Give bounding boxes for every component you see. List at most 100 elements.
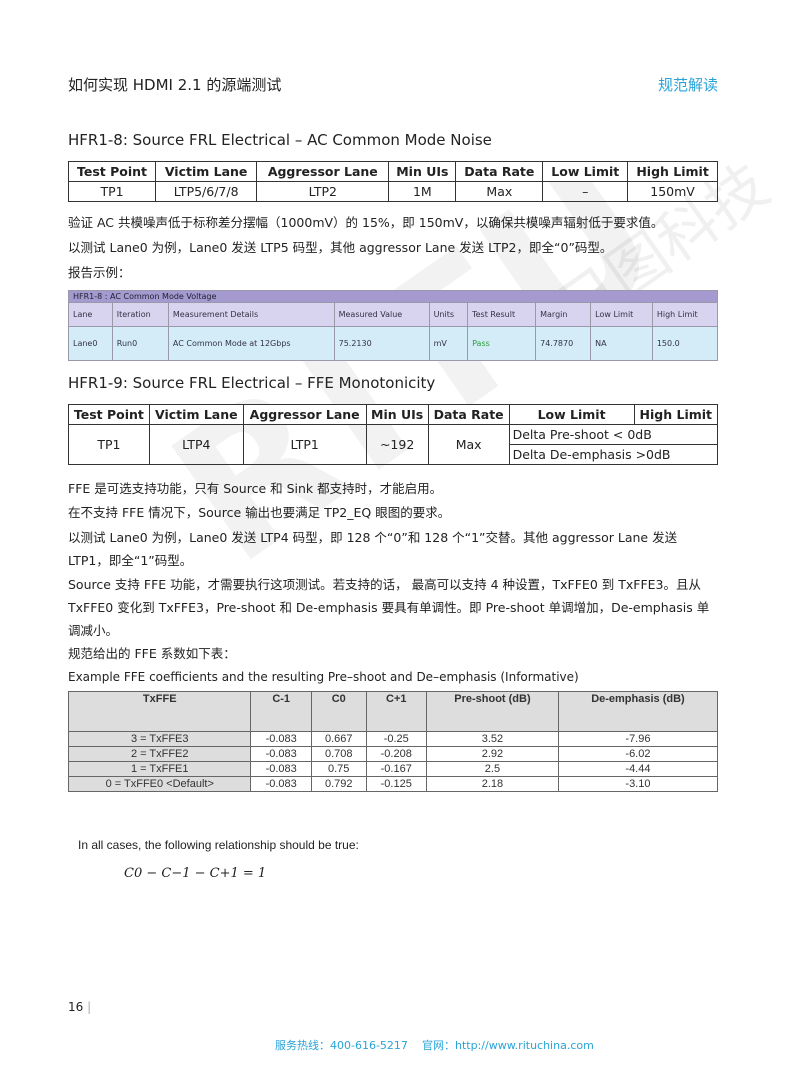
ffe-cell: 3.52 bbox=[425, 731, 559, 747]
report-cell: 74.7870 bbox=[535, 326, 592, 361]
report-column-header: Margin bbox=[535, 302, 592, 327]
footer-website[interactable]: 官网：http://www.rituchina.com bbox=[422, 1039, 594, 1052]
table-cell: ~192 bbox=[365, 424, 429, 465]
report-column-header: Low Limit bbox=[590, 302, 653, 327]
footer-hotline: 服务热线：400-616-5217 bbox=[275, 1039, 408, 1052]
column-header: Aggressor Lane bbox=[242, 404, 367, 425]
hfr19-para-5: 规范给出的 FFE 系数如下表： bbox=[68, 646, 236, 661]
table-row: 2 = TxFFE2 -0.083 0.708 -0.208 2.92 -6.02 bbox=[67, 746, 719, 762]
report-title: HFR1-8 : AC Common Mode Voltage bbox=[68, 290, 718, 303]
ffe-column-header: C+1 bbox=[365, 691, 427, 732]
ffe-cell: 2.92 bbox=[425, 746, 559, 762]
ffe-cell: -0.25 bbox=[365, 731, 427, 747]
report-column-header: Lane bbox=[68, 302, 113, 327]
ffe-cell: 0.708 bbox=[310, 746, 367, 762]
ffe-cell: -0.167 bbox=[365, 761, 427, 777]
report-cell: Run0 bbox=[111, 326, 169, 361]
column-header: High Limit bbox=[633, 404, 719, 425]
report-cell: NA bbox=[590, 326, 653, 361]
hfr18-para-3: 报告示例： bbox=[68, 265, 131, 280]
column-header: Data Rate bbox=[455, 161, 544, 182]
table-cell: 1M bbox=[388, 181, 457, 202]
ffe-column-header: Pre-shoot (dB) bbox=[425, 691, 559, 732]
hfr19-para-3: 以测试 Lane0 为例，Lane0 发送 LTP4 码型，即 128 个“0”… bbox=[68, 530, 678, 568]
table-cell: LTP1 bbox=[242, 424, 367, 465]
hfr18-spec-table: Test Point Victim Lane Aggressor Lane Min U… bbox=[67, 161, 718, 202]
column-header: Min UIs bbox=[388, 161, 457, 182]
hfr18-para-1: 验证 AC 共模噪声低于标称差分摆幅（1000mV）的 15%，即 150mV，… bbox=[68, 215, 664, 230]
section-label: 规范解读 bbox=[657, 76, 718, 94]
hfr19-para-2: 在不支持 FFE 情况下，Source 输出也要满足 TP2_EQ 眼图的要求。 bbox=[68, 505, 451, 520]
report-column-header: Test Result bbox=[467, 302, 537, 327]
table-row: 0 = TxFFE0 <Default> -0.083 0.792 -0.125 2.1… bbox=[67, 776, 719, 792]
ffe-cell: 2.18 bbox=[425, 776, 559, 792]
table-cell: Max bbox=[455, 181, 544, 202]
ffe-cell: 3 = TxFFE3 bbox=[67, 731, 252, 747]
ffe-cell: -0.083 bbox=[250, 746, 312, 762]
report-cell: Lane0 bbox=[68, 326, 113, 361]
ffe-cell: -0.208 bbox=[365, 746, 427, 762]
column-header: Low Limit bbox=[542, 161, 629, 182]
ffe-cell: 0.667 bbox=[310, 731, 367, 747]
table-cell: 150mV bbox=[627, 181, 718, 202]
ffe-coefficient-table: TxFFE C-1 C0 C+1 Pre-shoot (dB) De-emphasis (… bbox=[67, 691, 719, 792]
ffe-caption: Example FFE coefficients and the resulti… bbox=[68, 670, 579, 684]
ffe-cell: -0.083 bbox=[250, 776, 312, 792]
report-column-header: Measurement Details bbox=[167, 302, 335, 327]
hfr19-spec-table: Test Point Victim Lane Aggressor Lane Min U… bbox=[68, 404, 719, 465]
page-number-text: 16 bbox=[68, 1000, 84, 1014]
ffe-cell: 0.792 bbox=[310, 776, 367, 792]
report-cell: 150.0 bbox=[651, 326, 719, 361]
table-cell: LTP4 bbox=[148, 424, 244, 465]
ffe-cell: 0.75 bbox=[310, 761, 367, 777]
ffe-cell: -0.083 bbox=[250, 731, 312, 747]
ffe-cell: -4.44 bbox=[557, 761, 719, 777]
ffe-cell: 2.5 bbox=[425, 761, 559, 777]
report-column-header: High Limit bbox=[651, 302, 719, 327]
table-row: 1 = TxFFE1 -0.083 0.75 -0.167 2.5 -4.44 bbox=[67, 761, 719, 777]
hfr19-para-1: FFE 是可选支持功能，只有 Source 和 Sink 都支持时，才能启用。 bbox=[68, 481, 443, 496]
relationship-note: In all cases, the following relationship… bbox=[78, 838, 359, 852]
column-header: Test Point bbox=[68, 404, 150, 425]
ffe-cell: -0.083 bbox=[250, 761, 312, 777]
table-cell: LTP5/6/7/8 bbox=[155, 181, 258, 202]
column-header: High Limit bbox=[627, 161, 718, 182]
table-row: 3 = TxFFE3 -0.083 0.667 -0.25 3.52 -7.96 bbox=[67, 731, 719, 747]
ffe-column-header: C-1 bbox=[250, 691, 312, 732]
hfr19-heading: HFR1-9: Source FRL Electrical – FFE Mono… bbox=[68, 374, 436, 392]
page-header-title: 如何实现 HDMI 2.1 的源端测试 bbox=[68, 76, 282, 94]
ffe-cell: -3.10 bbox=[557, 776, 719, 792]
report-column-header: Iteration bbox=[111, 302, 169, 327]
hfr18-para-2: 以测试 Lane0 为例，Lane0 发送 LTP5 码型，其他 aggress… bbox=[68, 240, 613, 255]
column-header: Test Point bbox=[67, 161, 157, 182]
report-cell: Pass bbox=[467, 326, 537, 361]
report-cell: AC Common Mode at 12Gbps bbox=[167, 326, 335, 361]
report-column-header: Measured Value bbox=[333, 302, 430, 327]
hfr19-para-4: Source 支持 FFE 功能，才需要执行这项测试。若支持的话， 最高可以支持… bbox=[68, 577, 710, 638]
table-cell: TP1 bbox=[68, 424, 150, 465]
page-number: 16 | bbox=[68, 1000, 92, 1014]
ffe-formula: C0 − C−1 − C+1 = 1 bbox=[124, 866, 267, 881]
ffe-cell: 2 = TxFFE2 bbox=[67, 746, 252, 762]
ffe-cell: -7.96 bbox=[557, 731, 719, 747]
ffe-cell: -0.125 bbox=[365, 776, 427, 792]
table-cell: Max bbox=[427, 424, 510, 465]
ffe-cell: -6.02 bbox=[557, 746, 719, 762]
report-column-header: Units bbox=[428, 302, 469, 327]
column-header: Low Limit bbox=[508, 404, 635, 425]
table-cell: – bbox=[542, 181, 629, 202]
hfr18-heading: HFR1-8: Source FRL Electrical – AC Commo… bbox=[68, 131, 492, 149]
report-example-table: HFR1-8 : AC Common Mode Voltage Lane Iter… bbox=[68, 290, 719, 361]
ffe-cell: 1 = TxFFE1 bbox=[67, 761, 252, 777]
low-limit-de-emphasis: Delta De-emphasis >0dB bbox=[508, 444, 719, 465]
report-cell: 75.2130 bbox=[333, 326, 430, 361]
ffe-column-header: TxFFE bbox=[67, 691, 252, 732]
table-cell: TP1 bbox=[67, 181, 157, 202]
table-cell: LTP2 bbox=[256, 181, 390, 202]
ffe-column-header: C0 bbox=[310, 691, 367, 732]
column-header: Aggressor Lane bbox=[256, 161, 390, 182]
report-cell: mV bbox=[428, 326, 469, 361]
column-header: Victim Lane bbox=[155, 161, 258, 182]
ffe-cell: 0 = TxFFE0 <Default> bbox=[67, 776, 252, 792]
column-header: Victim Lane bbox=[148, 404, 244, 425]
